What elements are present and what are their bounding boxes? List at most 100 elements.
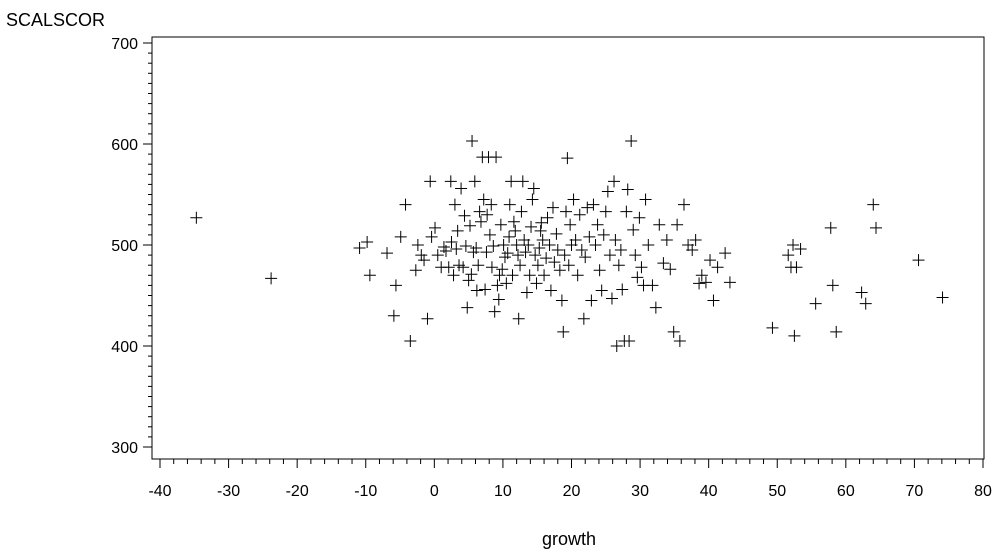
data-point [519,246,532,259]
data-point [649,301,662,314]
data-point [558,249,571,262]
data-point [561,152,574,165]
data-point [470,242,483,255]
data-point [621,183,634,196]
data-point [501,247,514,260]
data-point [525,220,538,233]
data-point [579,251,592,264]
data-point [646,279,659,292]
data-point [585,294,598,307]
data-point [490,151,503,164]
data-point [635,261,648,274]
data-point [671,218,684,231]
data-point [550,227,563,240]
data-point [450,243,463,256]
data-point [473,205,486,218]
data-point [381,247,394,260]
data-point [870,221,883,234]
data-point [548,256,561,269]
data-point [571,269,584,282]
data-point [445,235,458,248]
data-point [523,269,536,282]
data-point [664,263,677,276]
data-point [711,261,724,274]
y-tick-label: 300 [111,440,138,457]
data-point [625,134,638,147]
data-point [535,216,548,229]
data-point [389,279,402,292]
data-point [543,239,556,251]
x-axis-title: growth [542,529,596,549]
data-point [704,254,717,267]
data-point [603,249,616,262]
data-point [455,182,468,195]
data-point [581,201,594,214]
data-point [361,235,374,248]
x-tick-label: 70 [906,483,924,500]
data-point [503,198,516,211]
data-point [425,230,438,243]
data-point [451,224,464,237]
data-point [616,283,629,296]
data-point [855,286,868,299]
data-point [480,246,493,259]
data-point [512,249,525,262]
data-point [699,276,712,289]
x-tick-label: 50 [768,483,786,500]
data-point [485,261,498,274]
data-point [424,175,437,188]
data-point [689,233,702,246]
data-point [522,239,535,251]
data-point [506,269,519,282]
data-point [657,257,670,270]
data-point [536,233,549,246]
x-tick-label: -20 [286,483,309,500]
data-point [493,269,506,282]
data-point [409,264,422,277]
data-point [575,244,588,257]
data-point [686,244,699,257]
data-point [583,230,596,243]
x-tick-label: 60 [837,483,855,500]
data-point [190,211,203,224]
data-point [660,233,673,246]
data-point [623,334,636,347]
data-point [589,239,602,251]
data-point [465,268,478,281]
data-point [788,329,801,342]
data-point [399,198,412,211]
data-point [515,205,528,218]
data-point [546,201,559,214]
data-point [444,175,457,188]
x-tick-label: -30 [217,483,240,500]
data-point [472,259,485,272]
data-point [707,294,720,307]
data-point [614,244,627,257]
data-point [526,193,539,206]
data-point [540,252,553,265]
data-point [790,261,803,274]
data-point [431,249,444,262]
data-points [190,134,949,352]
x-axis: -40 -30 -20 -10 0 10 20 30 40 50 60 70 80 [148,459,992,500]
data-point [439,245,452,258]
data-point [477,193,490,206]
data-point [429,221,442,234]
data-point [912,254,925,267]
x-tick-label: -40 [148,483,171,500]
data-point [555,294,568,307]
x-tick-label: 20 [563,483,581,500]
x-tick-label: 40 [700,483,718,500]
data-point [809,297,822,310]
data-point [653,218,666,231]
data-point [609,233,622,246]
data-point [577,312,590,325]
data-point [496,263,509,276]
x-tick-label: 0 [430,483,439,500]
data-point [695,269,708,282]
data-point [610,340,623,352]
data-point [463,219,476,232]
data-point [387,309,400,322]
data-point [529,249,542,262]
